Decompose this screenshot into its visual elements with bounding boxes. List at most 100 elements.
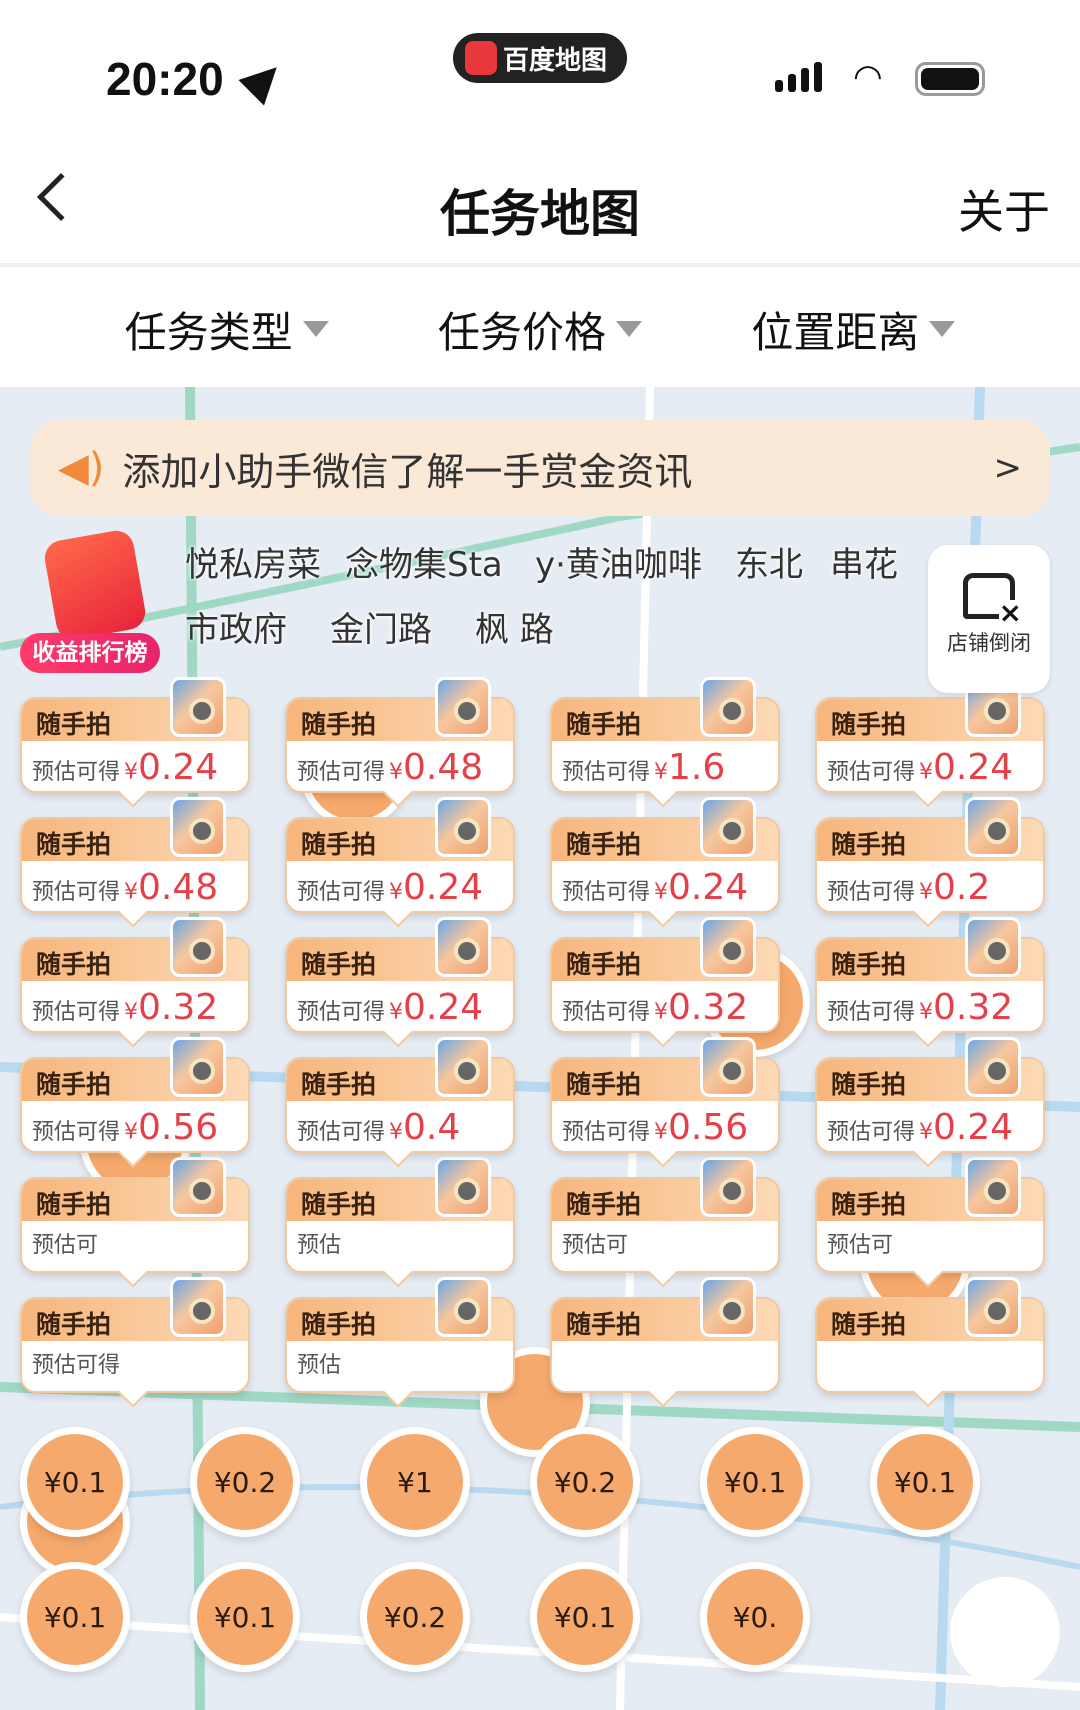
marker-label: ¥0.1 [553, 1600, 617, 1634]
task-card[interactable]: 随手拍 预估可 [815, 1157, 1045, 1288]
task-card[interactable]: 随手拍 预估可得 ¥0.48 [285, 677, 515, 808]
card-body: 预估 [287, 1221, 513, 1265]
shop-closed-toggle[interactable]: × 店铺倒闭 [928, 545, 1050, 693]
marker-label: ¥0.1 [213, 1600, 277, 1634]
estimate-label: 预估可得 [827, 880, 916, 905]
camera-icon [965, 917, 1021, 977]
marker-label: ¥0.2 [553, 1465, 617, 1499]
map-place-label: 串花 [830, 545, 898, 585]
task-card[interactable]: 随手拍 预估可得 ¥0.48 [20, 797, 250, 928]
task-map[interactable]: ◀) 添加小助手微信了解一手赏金资讯 > 收益排行榜 × 店铺倒闭 随手拍 预估可… [0, 387, 1080, 1710]
camera-icon [435, 1157, 491, 1217]
task-card[interactable]: 随手拍 预估可得 ¥0.24 [815, 677, 1045, 808]
ranking-label: 收益排行榜 [20, 633, 160, 673]
map-place-label: 悦私房菜 [185, 545, 321, 585]
card-body: 预估可得 ¥0.4 [287, 1101, 513, 1154]
task-card[interactable]: 随手拍 [550, 1277, 780, 1408]
price-marker[interactable]: ¥0.1 [190, 1562, 300, 1672]
earnings-ranking-button[interactable]: 收益排行榜 [20, 527, 160, 675]
camera-icon [435, 1277, 491, 1337]
task-card[interactable]: 随手拍 预估可得 ¥0.2 [815, 797, 1045, 928]
estimate-label: 预估可得 [297, 880, 386, 905]
price-marker[interactable]: ¥0.2 [360, 1562, 470, 1672]
location-arrow-icon [238, 54, 290, 106]
reward-value: 0.48 [138, 867, 219, 908]
task-card[interactable]: 随手拍 预估 [285, 1157, 515, 1288]
marker-label: ¥0.1 [723, 1465, 787, 1499]
task-card[interactable]: 随手拍 预估可得 ¥0.32 [20, 917, 250, 1048]
task-card[interactable]: 随手拍 预估可得 ¥0.24 [550, 797, 780, 928]
camera-icon [965, 1037, 1021, 1097]
card-body: 预估可 [552, 1221, 778, 1265]
task-card[interactable]: 随手拍 预估可得 ¥0.24 [815, 1037, 1045, 1168]
price-marker[interactable]: ¥1 [360, 1427, 470, 1537]
price-marker[interactable]: ¥0.2 [190, 1427, 300, 1537]
task-card[interactable]: 随手拍 预估 [285, 1277, 515, 1408]
task-card[interactable]: 随手拍 预估可 [20, 1157, 250, 1288]
wechat-assistant-banner[interactable]: ◀) 添加小助手微信了解一手赏金资讯 > [30, 420, 1050, 516]
task-card[interactable]: 随手拍 预估可得 ¥0.32 [550, 917, 780, 1048]
reward-value: 0.24 [933, 1107, 1014, 1148]
price-marker[interactable]: ¥0.1 [20, 1427, 130, 1537]
card-body: 预估可得 ¥0.24 [22, 741, 248, 794]
estimate-label: 预估可得 [827, 760, 916, 785]
task-card[interactable]: 随手拍 预估可得 ¥0.24 [285, 917, 515, 1048]
task-card[interactable]: 随手拍 预估可得 ¥0.24 [20, 677, 250, 808]
red-envelope-icon [42, 527, 148, 643]
map-place-label: y·黄油咖啡 [535, 545, 702, 585]
dropdown-triangle-icon [929, 321, 956, 337]
estimate-label: 预估可得 [32, 1000, 121, 1025]
marker-label: ¥1 [397, 1465, 433, 1499]
banner-text: 添加小助手微信了解一手赏金资讯 [122, 449, 693, 494]
reward-value: 0.48 [403, 747, 484, 788]
card-body: 预估可得 ¥0.32 [552, 981, 778, 1034]
camera-icon [965, 797, 1021, 857]
card-body: 预估可得 ¥0.56 [22, 1101, 248, 1154]
filter-bar: 任务类型 任务价格 位置距离 [0, 271, 1080, 387]
dropdown-triangle-icon [302, 321, 329, 337]
map-place-label: 念物集Sta [345, 545, 503, 585]
about-button[interactable]: 关于 [958, 185, 1050, 239]
filter-label: 位置距离 [751, 307, 920, 357]
page-title: 任务地图 [440, 185, 640, 243]
camera-icon [435, 677, 491, 737]
filter-task-type[interactable]: 任务类型 [125, 299, 329, 360]
estimate-label: 预估可得 [562, 1120, 651, 1145]
price-marker[interactable]: ¥0.1 [870, 1427, 980, 1537]
price-marker[interactable]: ¥0.1 [700, 1427, 810, 1537]
app-indicator-pill[interactable]: 百度地图 [453, 33, 627, 83]
task-card[interactable]: 随手拍 预估可得 ¥1.6 [550, 677, 780, 808]
task-card[interactable]: 随手拍 预估可得 ¥0.24 [285, 797, 515, 928]
task-card[interactable]: 随手拍 预估可得 ¥0.32 [815, 917, 1045, 1048]
task-card[interactable]: 随手拍 预估可得 [20, 1277, 250, 1408]
camera-icon [700, 1037, 756, 1097]
price-marker[interactable]: ¥0.1 [530, 1562, 640, 1672]
card-body: 预估可得 ¥0.24 [817, 1101, 1043, 1154]
camera-icon [700, 917, 756, 977]
price-marker[interactable]: ¥0.1 [20, 1562, 130, 1672]
speaker-icon: ◀) [58, 445, 105, 491]
reward-value: 0.32 [668, 987, 749, 1028]
estimate-label: 预估可得 [297, 760, 386, 785]
task-card[interactable]: 随手拍 预估可得 ¥0.56 [20, 1037, 250, 1168]
reward-value: 0.32 [933, 987, 1014, 1028]
filter-task-price[interactable]: 任务价格 [438, 299, 642, 360]
task-card[interactable]: 随手拍 预估可得 ¥0.4 [285, 1037, 515, 1168]
task-card[interactable]: 随手拍 预估可 [550, 1157, 780, 1288]
baidu-maps-logo-icon [465, 41, 497, 75]
marker-label: ¥0.2 [213, 1465, 277, 1499]
map-place-label: 金门路 [330, 610, 432, 650]
camera-icon [170, 917, 226, 977]
task-card[interactable]: 随手拍 [815, 1277, 1045, 1408]
store-closed-icon: × [963, 573, 1022, 627]
estimate-label: 预估 [297, 1353, 342, 1378]
reward-value: 0.2 [933, 867, 991, 908]
estimate-label: 预估可得 [827, 1000, 916, 1025]
locate-me-button[interactable] [950, 1577, 1060, 1687]
price-marker[interactable]: ¥0. [700, 1562, 810, 1672]
app-pill-label: 百度地图 [503, 45, 608, 76]
task-card[interactable]: 随手拍 预估可得 ¥0.56 [550, 1037, 780, 1168]
filter-distance[interactable]: 位置距离 [751, 299, 956, 360]
price-marker[interactable]: ¥0.2 [530, 1427, 640, 1537]
marker-label: ¥0.1 [893, 1465, 957, 1499]
